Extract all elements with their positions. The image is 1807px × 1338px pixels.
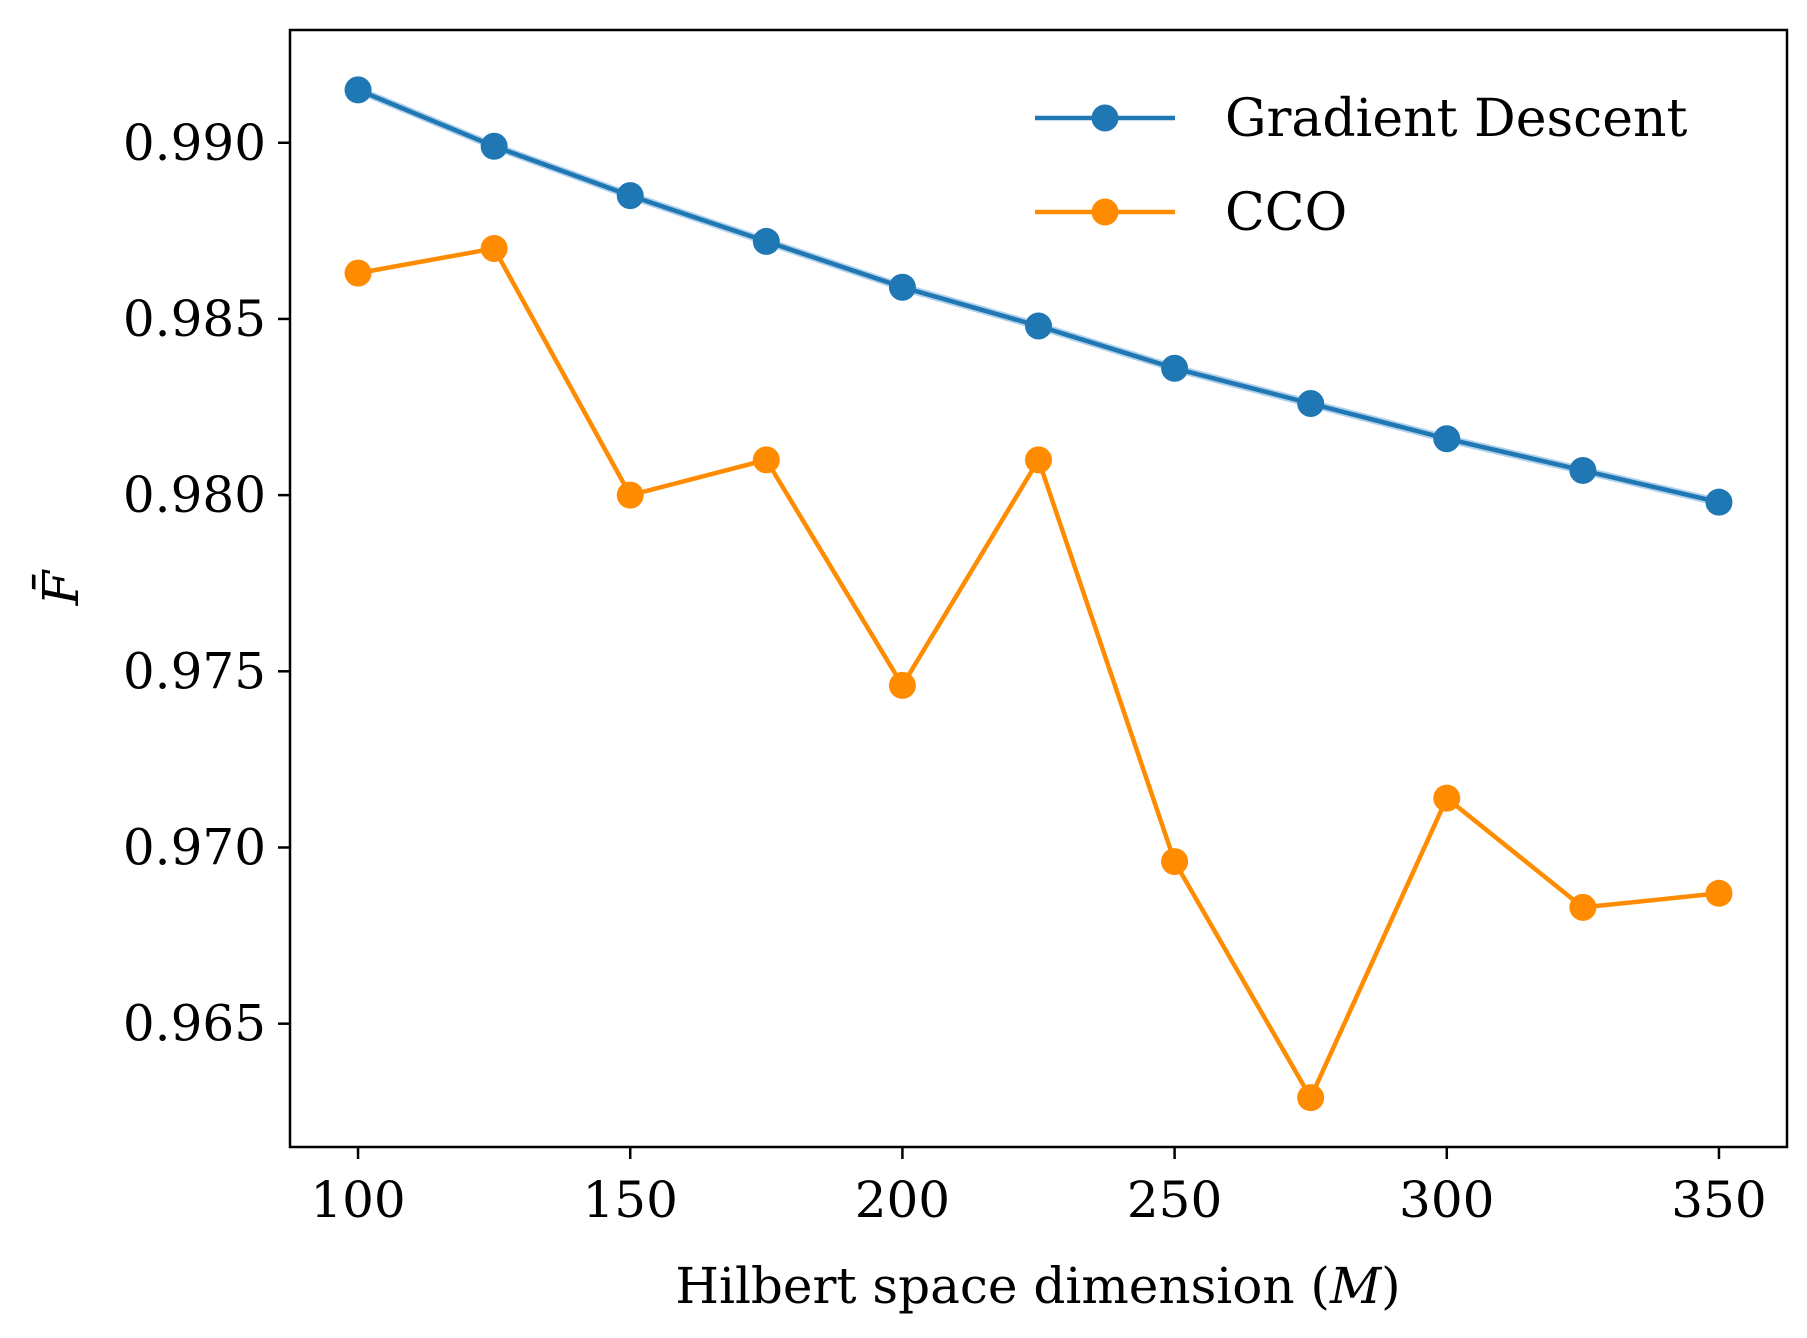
- data-point: [1569, 456, 1597, 484]
- x-axis-label-variable: M: [1329, 1257, 1383, 1315]
- data-point: [1705, 879, 1733, 907]
- x-tick-label: 200: [855, 1171, 950, 1229]
- y-axis: 0.965 0.970 0.975 0.980 0.985 0.990: [123, 114, 290, 1053]
- data-point: [752, 227, 780, 255]
- legend-label: Gradient Descent: [1225, 89, 1688, 149]
- series-gradient-descent: [344, 76, 1733, 516]
- data-point: [616, 481, 644, 509]
- x-tick-label: 300: [1399, 1171, 1494, 1229]
- y-tick-label: 0.970: [123, 818, 266, 876]
- data-point: [1161, 848, 1189, 876]
- data-point: [1569, 893, 1597, 921]
- data-point: [752, 446, 780, 474]
- data-point: [1025, 446, 1052, 474]
- legend-marker: [1091, 198, 1119, 226]
- x-tick-label: 100: [310, 1171, 405, 1229]
- data-point: [480, 132, 508, 160]
- data-point: [1161, 354, 1189, 382]
- data-point: [1433, 425, 1461, 453]
- data-point: [1025, 312, 1052, 340]
- data-point: [344, 76, 372, 104]
- data-point: [1297, 1084, 1325, 1112]
- x-axis-label-main: Hilbert space dimension (: [675, 1257, 1330, 1315]
- data-point: [616, 182, 644, 210]
- data-point: [344, 259, 372, 287]
- data-point: [888, 671, 916, 699]
- x-axis-label-close: ): [1381, 1257, 1401, 1315]
- y-tick-label: 0.990: [123, 114, 266, 172]
- data-point: [1433, 784, 1461, 812]
- series-cco: [344, 234, 1733, 1112]
- y-tick-label: 0.965: [123, 995, 266, 1053]
- y-axis-label: F̄: [31, 568, 90, 606]
- y-tick-label: 0.975: [123, 642, 266, 700]
- x-axis: 100 150 200 250 300 350: [310, 1147, 1767, 1229]
- legend-item: Gradient Descent: [1035, 89, 1688, 149]
- y-tick-label: 0.985: [123, 290, 266, 348]
- y-tick-label: 0.980: [123, 466, 266, 524]
- legend-marker: [1091, 104, 1119, 132]
- data-point: [888, 273, 916, 301]
- x-tick-label: 150: [583, 1171, 678, 1229]
- data-point: [1297, 390, 1325, 418]
- data-point: [480, 234, 508, 262]
- legend-label: CCO: [1225, 183, 1347, 243]
- legend: Gradient Descent CCO: [1035, 89, 1688, 243]
- plot-area: [344, 76, 1733, 1112]
- legend-item: CCO: [1035, 183, 1347, 243]
- data-point: [1705, 488, 1733, 516]
- axes-frame: [288, 28, 1789, 1149]
- x-axis-label: Hilbert space dimension (M): [675, 1257, 1400, 1315]
- x-tick-label: 350: [1671, 1171, 1766, 1229]
- x-tick-label: 250: [1127, 1171, 1222, 1229]
